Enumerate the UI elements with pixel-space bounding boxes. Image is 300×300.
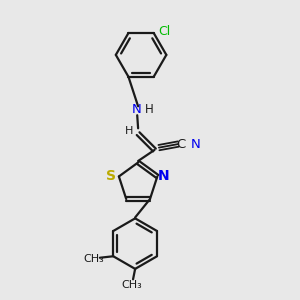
Text: Cl: Cl bbox=[158, 25, 170, 38]
Text: C: C bbox=[177, 138, 186, 151]
Text: N: N bbox=[191, 138, 201, 151]
Text: H: H bbox=[125, 126, 134, 136]
Text: H: H bbox=[145, 103, 154, 116]
Text: N: N bbox=[132, 103, 142, 116]
Text: CH₃: CH₃ bbox=[84, 254, 104, 264]
Text: CH₃: CH₃ bbox=[122, 280, 142, 290]
Text: N: N bbox=[158, 169, 170, 183]
Text: S: S bbox=[106, 169, 116, 183]
